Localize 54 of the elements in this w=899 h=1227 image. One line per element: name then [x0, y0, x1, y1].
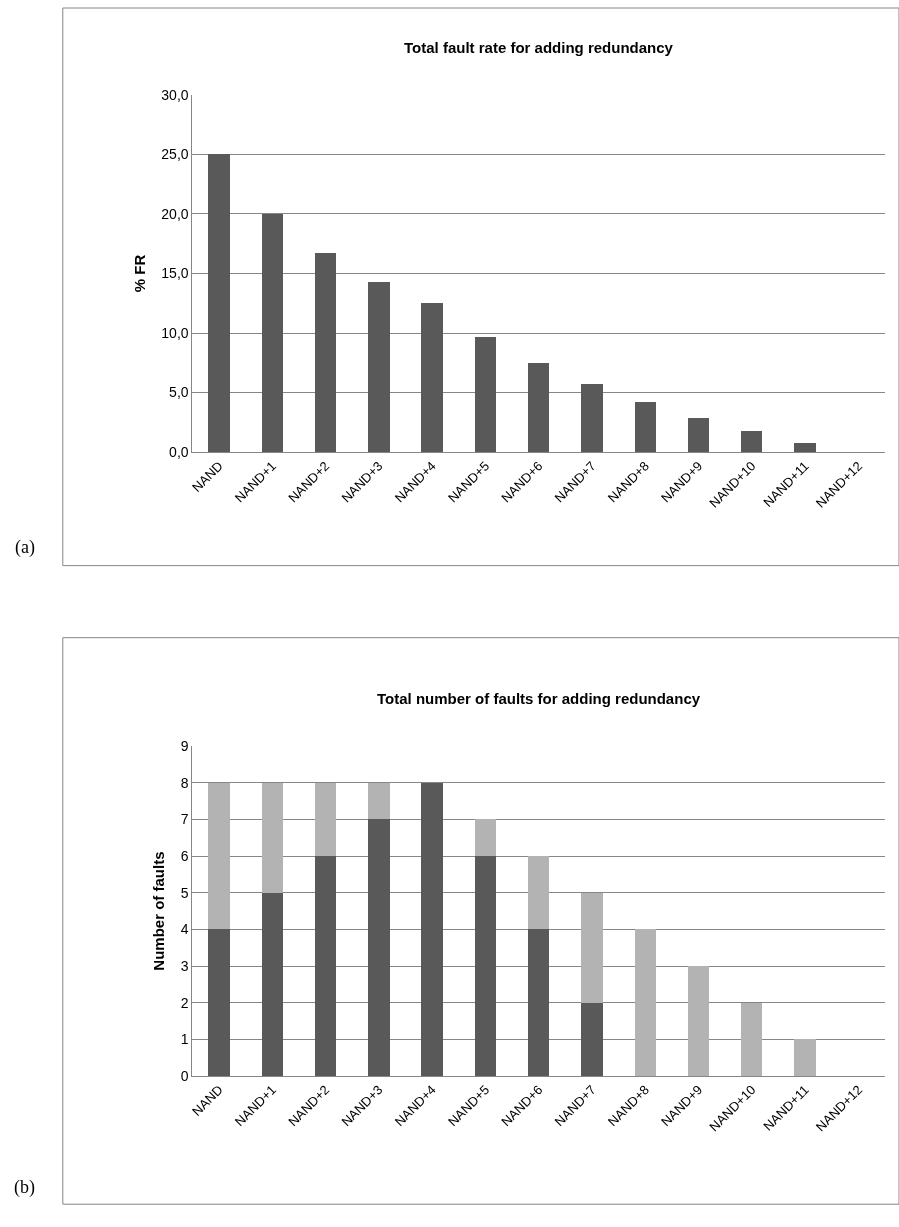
text: (a) — [15, 537, 35, 558]
bar — [208, 782, 230, 930]
bar — [687, 417, 710, 453]
bar — [581, 384, 603, 453]
y-tick-label: 5,0 — [169, 384, 189, 401]
bar — [741, 1002, 763, 1076]
bar — [794, 442, 816, 453]
y-tick-label: 10,0 — [161, 324, 189, 341]
y-tick-label: 1 — [180, 1031, 189, 1048]
bar — [741, 430, 763, 453]
bar — [314, 782, 337, 857]
y-tick-label: 25,0 — [161, 146, 189, 163]
bar — [261, 213, 283, 453]
bar — [208, 154, 230, 453]
y-tick-label: 7 — [180, 811, 189, 828]
y-tick-label: 15,0 — [161, 265, 189, 282]
y-tick-label: 4 — [180, 921, 189, 938]
bar — [528, 362, 550, 453]
bar — [581, 1002, 603, 1076]
chart-title: Total number of faults for adding redundancy — [377, 690, 701, 707]
y-tick-label: 8 — [180, 774, 189, 791]
text: (b) — [14, 1177, 35, 1198]
bar — [687, 966, 710, 1076]
bar — [421, 782, 443, 1076]
bar — [528, 929, 550, 1076]
bar — [634, 929, 656, 1076]
bar — [474, 856, 497, 1076]
bar — [261, 782, 283, 893]
chart-title: Total fault rate for adding redundancy — [404, 39, 674, 56]
y-tick-label: 9 — [180, 738, 189, 755]
bar — [794, 1039, 816, 1076]
y-axis-title: % FR — [130, 254, 148, 293]
y-tick-label: 0 — [180, 1067, 189, 1084]
bar — [528, 856, 550, 930]
y-tick-label: 0,0 — [169, 444, 189, 461]
bar — [314, 253, 337, 453]
bar — [421, 303, 443, 453]
bar — [208, 929, 230, 1076]
y-tick-label: 2 — [180, 994, 189, 1011]
bar — [581, 892, 603, 1003]
bar — [368, 281, 390, 453]
bar — [474, 336, 497, 453]
bar — [634, 402, 656, 453]
y-axis-title: Number of faults — [150, 851, 168, 971]
y-tick-label: 20,0 — [161, 205, 189, 222]
y-tick-label: 5 — [180, 884, 189, 901]
bar — [474, 819, 497, 857]
bar — [368, 782, 390, 820]
bar — [368, 819, 390, 1076]
y-tick-label: 6 — [180, 848, 189, 865]
bar — [314, 856, 337, 1076]
bar — [261, 892, 283, 1076]
y-tick-label: 3 — [180, 957, 189, 974]
y-tick-label: 30,0 — [161, 86, 189, 103]
